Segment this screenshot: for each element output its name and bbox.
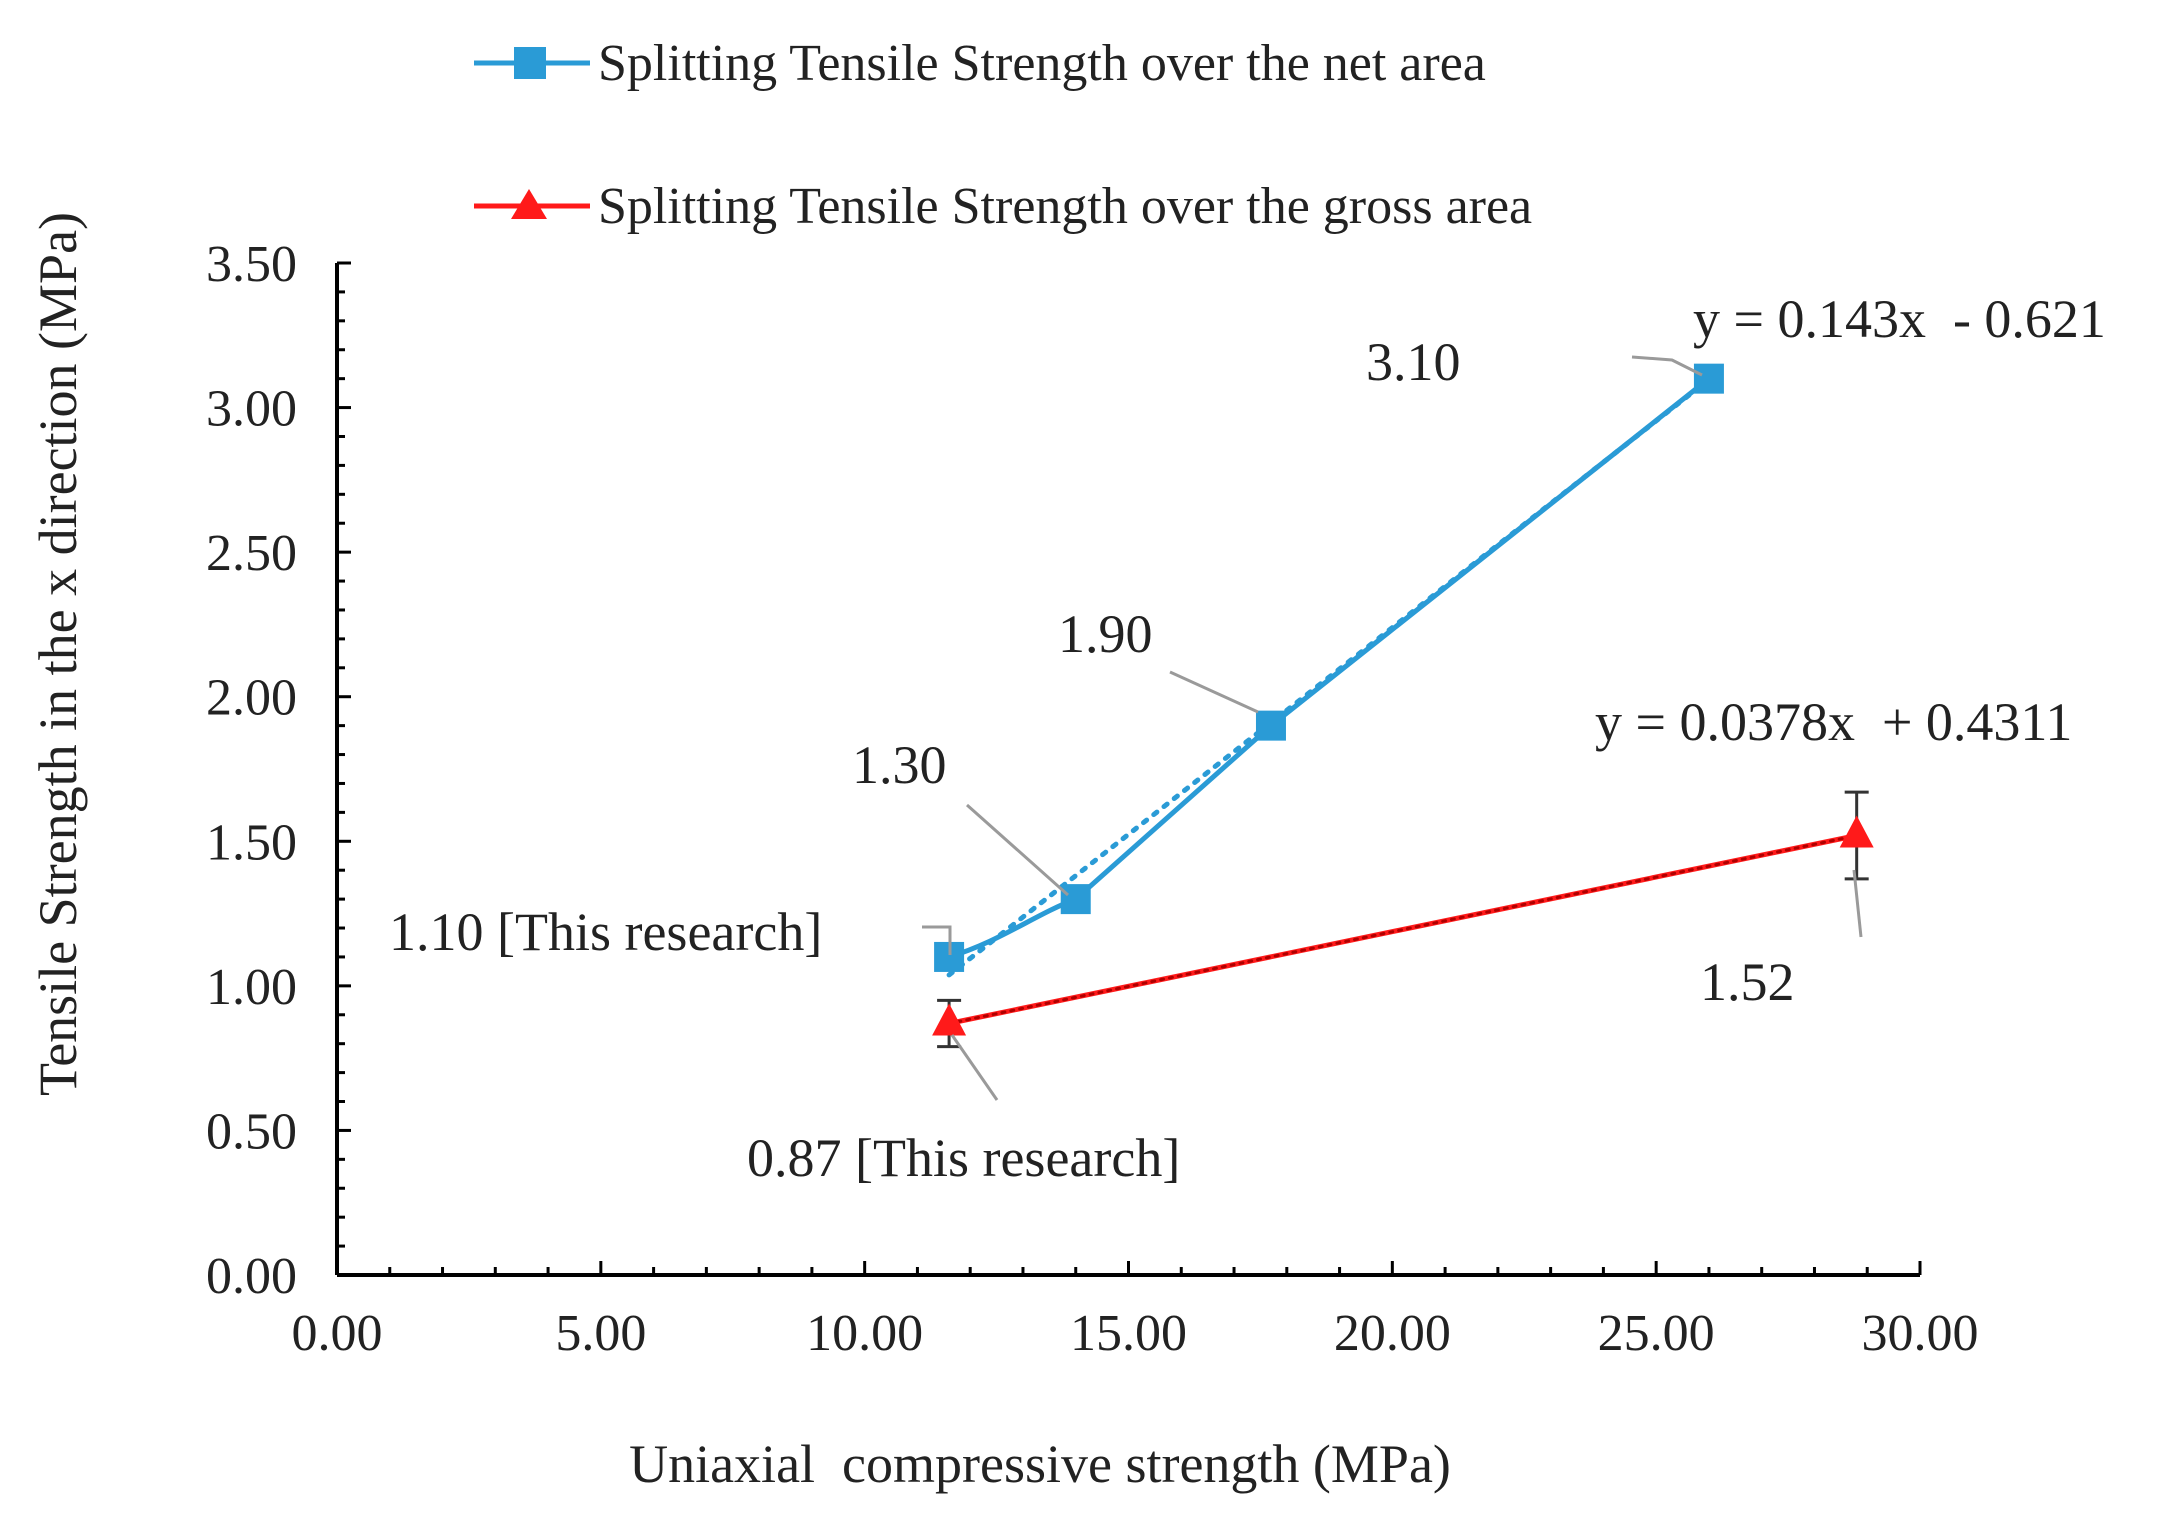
- legend: Splitting Tensile Strength over the net …: [474, 35, 1532, 235]
- x-tick-label: 10.00: [806, 1305, 923, 1362]
- x-tick-label: 0.00: [292, 1305, 383, 1362]
- data-label-gross-1: 0.87 [This research]: [747, 1128, 1180, 1188]
- y-tick-label: 0.50: [206, 1103, 297, 1160]
- y-axis-title: Tensile Strength in the x direction (MPa…: [28, 212, 88, 1096]
- leader-line-gross-1: [950, 1034, 999, 1101]
- data-point-net-area: [1060, 884, 1091, 915]
- y-tick-label: 0.00: [206, 1248, 297, 1305]
- y-tick-label: 3.00: [206, 381, 297, 438]
- data-point-gross-area: [1839, 815, 1874, 848]
- trendline-equation-gross-area: y = 0.0378x + 0.4311: [1595, 692, 2072, 752]
- plot-area: [932, 363, 1874, 1049]
- trendline-gross-area: [947, 834, 1859, 1026]
- y-tick-label: 3.50: [206, 236, 297, 293]
- data-point-net-area: [1255, 710, 1286, 741]
- y-tick-labels: 0.00 0.50 1.00 1.50 2.00 2.50 3.00 3.50: [206, 236, 297, 1305]
- y-tick-label: 1.00: [206, 959, 297, 1016]
- x-ticks: [335, 1261, 1922, 1275]
- legend-marker-gross-area: [511, 189, 547, 219]
- x-tick-labels: 0.00 5.00 10.00 15.00 20.00 25.00 30.00: [292, 1305, 1979, 1362]
- axes: 0.00 5.00 10.00 15.00 20.00 25.00 30.00 …: [28, 212, 1979, 1494]
- leader-line-net-2: [966, 803, 1069, 897]
- data-label-net-3: 1.90: [1058, 604, 1153, 664]
- leader-line-net-1: [922, 925, 952, 955]
- x-tick-label: 25.00: [1598, 1305, 1715, 1362]
- y-tick-label: 2.00: [206, 670, 297, 727]
- y-tick-label: 2.50: [206, 525, 297, 582]
- data-point-gross-area: [932, 1003, 967, 1036]
- leader-line-net-3: [1169, 670, 1259, 714]
- trendline-equation-net-area: y = 0.143x - 0.621: [1693, 289, 2106, 349]
- x-tick-label: 15.00: [1070, 1305, 1187, 1362]
- x-tick-label: 5.00: [555, 1305, 646, 1362]
- y-tick-label: 1.50: [206, 814, 297, 871]
- leader-line-gross-2: [1852, 869, 1863, 938]
- x-axis-title: Uniaxial compressive strength (MPa): [629, 1434, 1451, 1494]
- series-line-net-area: [948, 376, 1711, 960]
- trendline-net-area: [946, 377, 1712, 978]
- annotations: y = 0.143x - 0.621 y = 0.0378x + 0.4311 …: [389, 289, 2106, 1188]
- data-label-net-2: 1.30: [852, 735, 947, 795]
- leader-line-net-4: [1631, 355, 1703, 377]
- data-label-net-1: 1.10 [This research]: [389, 902, 822, 962]
- x-tick-label: 20.00: [1334, 1305, 1451, 1362]
- data-point-net-area: [1693, 363, 1724, 394]
- data-label-gross-2: 1.52: [1700, 952, 1795, 1012]
- x-tick-label: 30.00: [1862, 1305, 1979, 1362]
- legend-label-gross-area: Splitting Tensile Strength over the gros…: [598, 178, 1532, 235]
- y-ticks: [337, 261, 351, 1277]
- legend-label-net-area: Splitting Tensile Strength over the net …: [598, 35, 1486, 92]
- legend-marker-net-area: [514, 47, 546, 79]
- data-label-net-4: 3.10: [1366, 332, 1461, 392]
